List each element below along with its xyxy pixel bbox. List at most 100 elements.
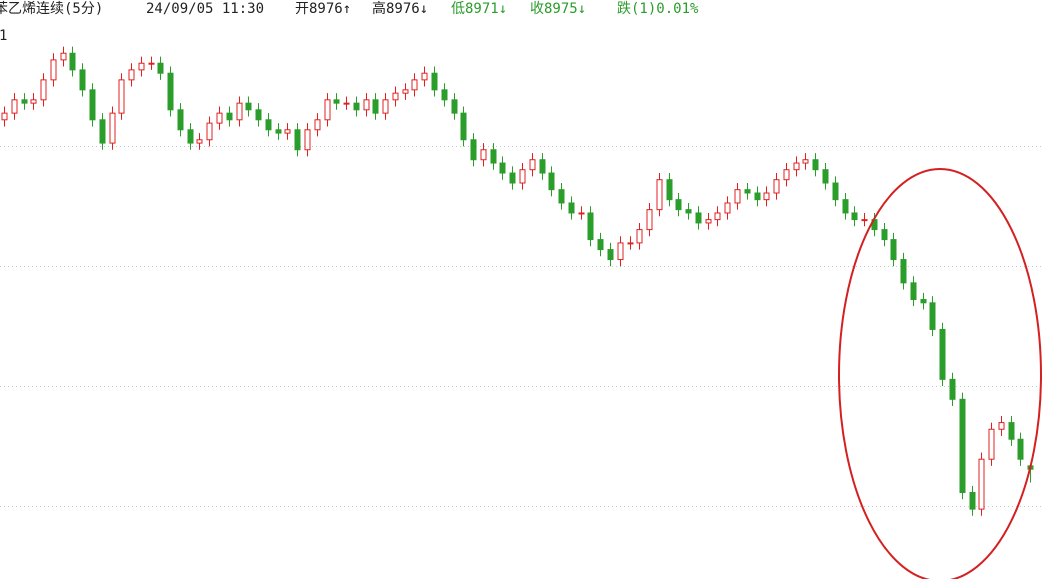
- candle-body: [529, 159, 536, 171]
- candle-body: [714, 212, 721, 221]
- candle-body: [969, 491, 976, 510]
- candle-body: [1, 112, 8, 121]
- candle-body: [920, 298, 927, 304]
- candle-body: [890, 239, 897, 261]
- candle-body: [929, 302, 936, 330]
- candle-body: [734, 189, 741, 204]
- candle-body: [627, 242, 634, 245]
- candle-body: [333, 99, 340, 104]
- candle-body: [255, 109, 262, 121]
- candle-body: [40, 79, 47, 101]
- candle-body: [226, 112, 233, 121]
- candle-body: [617, 242, 624, 261]
- candle-body: [324, 99, 331, 121]
- candle-body: [118, 79, 125, 114]
- candle-body: [480, 149, 487, 161]
- candle-body: [695, 212, 702, 224]
- candle-body: [128, 69, 135, 81]
- candle-body: [900, 259, 907, 284]
- candle-body: [881, 229, 888, 241]
- candle-body: [431, 72, 438, 91]
- candle-body: [89, 89, 96, 121]
- candle-body: [988, 428, 995, 460]
- candle-body: [910, 282, 917, 300]
- candle-body: [822, 169, 829, 184]
- candle-body: [548, 172, 555, 191]
- candle-body: [744, 189, 751, 194]
- candle-body: [1017, 438, 1024, 460]
- candle-body: [568, 202, 575, 214]
- candle-body: [353, 102, 360, 111]
- candle-body: [490, 149, 497, 164]
- candle-body: [148, 62, 155, 65]
- candle-body: [411, 79, 418, 91]
- candle-body: [167, 72, 174, 111]
- candle-body: [157, 62, 164, 74]
- candle-body: [60, 52, 67, 61]
- candle-body: [470, 139, 477, 161]
- candle-body: [685, 209, 692, 214]
- candle-body: [793, 162, 800, 171]
- candle-body: [304, 129, 311, 151]
- candle-body: [30, 99, 37, 104]
- candle-body: [705, 219, 712, 224]
- candle-body: [392, 92, 399, 101]
- candle-body: [343, 102, 350, 105]
- candle-body: [959, 398, 966, 493]
- candle-body: [451, 99, 458, 114]
- candle-body: [382, 99, 389, 114]
- highlight-circle: [838, 168, 1042, 579]
- candle-body: [636, 229, 643, 244]
- candle-body: [607, 249, 614, 261]
- close-label: 收8975↓: [530, 1, 586, 17]
- open-label: 开8976↑: [295, 1, 351, 17]
- candle-body: [597, 239, 604, 251]
- candle-body: [509, 172, 516, 184]
- high-label: 高8976↓: [372, 0, 428, 17]
- candle-body: [783, 169, 790, 181]
- candle-body: [206, 122, 213, 141]
- candle-body: [314, 119, 321, 131]
- candle-body: [763, 192, 770, 201]
- candle-body: [99, 119, 106, 144]
- candle-body: [245, 102, 252, 111]
- candle-body: [69, 52, 76, 71]
- datetime: 24/09/05 11:30: [146, 1, 264, 17]
- candle-body: [666, 179, 673, 201]
- candle-body: [275, 129, 282, 134]
- candle-body: [724, 202, 731, 214]
- candle-body: [79, 69, 86, 91]
- candle-body: [265, 119, 272, 131]
- candle-body: [363, 99, 370, 111]
- candle-body: [11, 99, 18, 114]
- candle-body: [773, 179, 780, 194]
- candles: [1, 46, 1034, 516]
- candle-body: [138, 62, 145, 71]
- corner-label: 1: [0, 28, 7, 44]
- candle-body: [519, 169, 526, 184]
- candle-body: [402, 89, 409, 94]
- candle-body: [832, 182, 839, 201]
- candle-body: [421, 72, 428, 81]
- candle-body: [802, 159, 809, 164]
- candle-body: [646, 209, 653, 231]
- candle-body: [578, 212, 585, 215]
- candle-body: [675, 199, 682, 211]
- candle-body: [656, 179, 663, 211]
- change-label: 跌(1)0.01%: [617, 1, 699, 17]
- candle-body: [236, 102, 243, 121]
- candle-body: [842, 199, 849, 214]
- candle-body: [558, 189, 565, 204]
- candle-body: [587, 212, 594, 241]
- candle-body: [50, 59, 57, 81]
- candle-body: [851, 212, 858, 221]
- candle-body: [294, 129, 301, 151]
- candle-body: [998, 422, 1005, 430]
- candle-body: [949, 378, 956, 400]
- chart-title: 苯乙烯连续(5分): [0, 0, 103, 17]
- candle-body: [754, 192, 761, 201]
- candle-body: [196, 139, 203, 144]
- low-label: 低8971↓: [451, 1, 507, 17]
